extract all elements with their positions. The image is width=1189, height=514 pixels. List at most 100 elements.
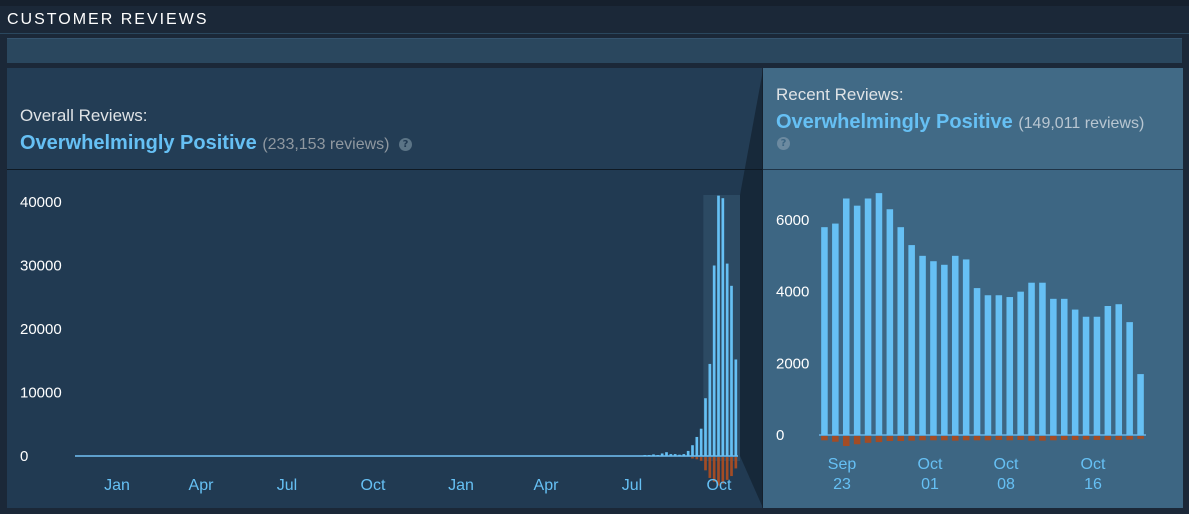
positive-bar[interactable] [1039, 282, 1046, 435]
negative-bar[interactable] [853, 436, 861, 445]
negative-bar[interactable] [1017, 436, 1024, 440]
positive-bar[interactable] [984, 295, 992, 435]
negative-bar[interactable] [1050, 436, 1057, 441]
positive-bar[interactable] [1050, 298, 1057, 435]
negative-bar[interactable] [875, 436, 883, 443]
positive-bar[interactable] [656, 455, 660, 456]
negative-bar[interactable] [1039, 436, 1046, 441]
positive-bar[interactable] [832, 223, 839, 435]
positive-bar[interactable] [962, 259, 970, 435]
positive-bar[interactable] [853, 205, 861, 435]
positive-bar[interactable] [712, 265, 716, 457]
positive-bar[interactable] [1017, 291, 1024, 435]
negative-bar[interactable] [717, 457, 720, 486]
positive-bar[interactable] [886, 209, 894, 435]
positive-bar[interactable] [908, 245, 915, 435]
positive-bar[interactable] [673, 454, 677, 456]
negative-bar[interactable] [962, 436, 970, 441]
negative-bar[interactable] [941, 436, 948, 441]
positive-bar[interactable] [875, 193, 883, 435]
positive-bar[interactable] [1126, 322, 1133, 435]
recent-reviews-summary[interactable]: Overwhelmingly Positive (149,011 reviews… [776, 111, 1144, 134]
negative-bar[interactable] [995, 436, 1003, 440]
positive-bar[interactable] [1115, 304, 1123, 435]
negative-bar[interactable] [897, 436, 905, 442]
negative-bar[interactable] [725, 457, 729, 480]
negative-bar[interactable] [908, 436, 915, 441]
negative-bar[interactable] [951, 436, 959, 441]
positive-bar[interactable] [734, 359, 738, 456]
negative-bar[interactable] [695, 457, 699, 460]
positive-bar[interactable] [660, 453, 664, 456]
negative-bar[interactable] [730, 457, 733, 477]
positive-bar[interactable] [643, 455, 647, 456]
negative-bar[interactable] [984, 436, 992, 441]
help-icon[interactable]: ? [777, 137, 790, 150]
negative-bar[interactable] [1137, 436, 1144, 439]
negative-bar[interactable] [708, 457, 712, 478]
negative-bar[interactable] [1006, 436, 1014, 441]
positive-bar[interactable] [1104, 306, 1112, 435]
overall-reviews-histogram[interactable]: 40000 30000 20000 10000 0 Jan Apr Jul Oct Jan Apr J… [7, 170, 762, 508]
positive-bar[interactable] [652, 454, 655, 456]
positive-bar[interactable] [725, 263, 729, 456]
positive-bar[interactable] [842, 198, 850, 436]
positive-bar[interactable] [699, 428, 703, 456]
positive-bar[interactable] [682, 454, 686, 456]
positive-bar[interactable] [704, 398, 707, 456]
negative-bar[interactable] [691, 457, 694, 459]
positive-bar[interactable] [678, 454, 681, 456]
positive-bar[interactable] [708, 363, 712, 456]
positive-bar[interactable] [941, 264, 948, 435]
review-filter-bar[interactable] [7, 38, 1182, 63]
positive-bar[interactable] [717, 195, 720, 456]
negative-bar[interactable] [1060, 436, 1068, 440]
negative-bar[interactable] [1104, 436, 1112, 440]
negative-bar[interactable] [734, 457, 738, 469]
negative-bar[interactable] [1071, 436, 1079, 440]
positive-bar[interactable] [1137, 374, 1144, 435]
positive-bar[interactable] [669, 454, 673, 456]
positive-bar[interactable] [647, 455, 651, 456]
negative-bar[interactable] [1115, 436, 1123, 440]
positive-bar[interactable] [730, 285, 733, 456]
negative-bar[interactable] [1093, 436, 1101, 440]
overall-reviews-summary[interactable]: Overwhelmingly Positive (233,153 reviews… [20, 132, 413, 155]
positive-bar[interactable] [951, 255, 959, 435]
positive-bar[interactable] [919, 255, 926, 435]
negative-bar[interactable] [699, 457, 703, 461]
positive-bar[interactable] [691, 445, 694, 456]
negative-bar[interactable] [704, 457, 707, 471]
positive-bar[interactable] [695, 436, 699, 456]
positive-bar[interactable] [973, 288, 981, 435]
positive-bar[interactable] [1060, 298, 1068, 435]
positive-bar[interactable] [1093, 316, 1101, 435]
recent-reviews-histogram[interactable]: 6000 4000 2000 0 Sep 23 Oct 01 Oct 08 Oct 16 [763, 170, 1183, 508]
positive-bar[interactable] [1028, 282, 1035, 435]
positive-bar[interactable] [665, 452, 668, 456]
positive-bar[interactable] [1006, 297, 1014, 435]
negative-bar[interactable] [721, 457, 725, 484]
overall-summary-text[interactable]: Overwhelmingly Positive [20, 132, 257, 154]
positive-bar[interactable] [721, 198, 725, 456]
negative-bar[interactable] [1028, 436, 1035, 441]
positive-bar[interactable] [897, 227, 905, 435]
positive-bar[interactable] [1082, 316, 1090, 435]
negative-bar[interactable] [973, 436, 981, 441]
negative-bar[interactable] [832, 436, 839, 442]
recent-summary-text[interactable]: Overwhelmingly Positive [776, 111, 1013, 133]
help-icon[interactable]: ? [399, 138, 413, 151]
positive-bar[interactable] [864, 198, 872, 436]
negative-bar[interactable] [842, 436, 850, 447]
negative-bar[interactable] [712, 457, 716, 482]
negative-bar[interactable] [886, 436, 894, 442]
positive-bar[interactable] [686, 450, 690, 456]
positive-bar[interactable] [995, 295, 1003, 435]
negative-bar[interactable] [1082, 436, 1090, 440]
positive-bar[interactable] [930, 261, 937, 435]
negative-bar[interactable] [919, 436, 926, 441]
negative-bar[interactable] [821, 436, 828, 441]
negative-bar[interactable] [864, 436, 872, 443]
positive-bar[interactable] [821, 227, 828, 435]
positive-bar[interactable] [1071, 309, 1079, 435]
